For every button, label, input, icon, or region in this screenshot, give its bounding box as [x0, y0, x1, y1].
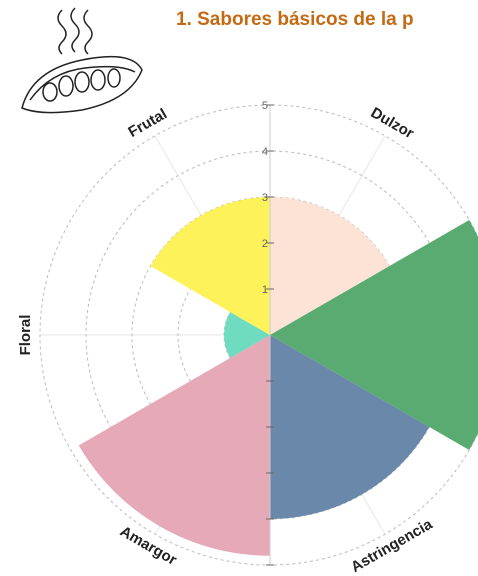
- sector: [270, 197, 390, 335]
- chart-title: 1. Sabores básicos de la p: [176, 9, 414, 30]
- sector: [78, 335, 271, 556]
- sector: [223, 312, 270, 358]
- category-label: Dulzor: [368, 104, 417, 142]
- y-tick-label: 1: [262, 284, 268, 296]
- sector: [270, 335, 430, 519]
- y-tick-label: 2: [262, 238, 268, 250]
- y-tick-label: 3: [262, 192, 268, 204]
- category-label: Astringencia: [348, 515, 436, 575]
- category-label: Frutal: [125, 105, 170, 141]
- sector: [150, 197, 270, 335]
- y-tick-label: 4: [262, 146, 268, 158]
- category-label: Floral: [17, 315, 34, 356]
- sector: [270, 220, 478, 450]
- cacao-icon: [21, 7, 143, 114]
- y-tick-label: 5: [262, 100, 268, 112]
